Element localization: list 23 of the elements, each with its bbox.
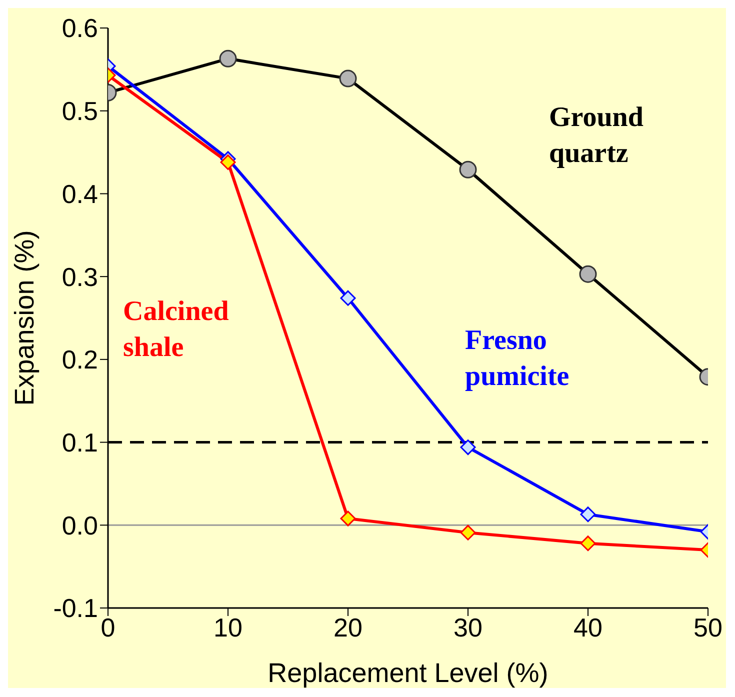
- y-tick-label: -0.1: [53, 593, 98, 624]
- x-axis-title: Replacement Level (%): [268, 658, 548, 688]
- x-tick-label: 0: [100, 612, 116, 642]
- x-tick-label: 10: [214, 612, 242, 642]
- y-tick-label: 0.2: [62, 344, 98, 375]
- series-label: Ground quartz: [549, 100, 644, 171]
- y-tick-label: 0.5: [62, 96, 98, 126]
- point: [460, 440, 476, 456]
- point: [460, 524, 476, 540]
- y-tick-label: 0.0: [62, 510, 98, 540]
- y-tick-label: 0.6: [62, 13, 98, 44]
- series-label: Calcined shale: [123, 295, 230, 366]
- point: [340, 510, 356, 526]
- point: [340, 290, 356, 306]
- y-tick-label: 0.1: [62, 428, 98, 458]
- y-tick-label: 0.3: [62, 262, 98, 292]
- y-axis-title: Expansion (%): [10, 230, 40, 406]
- series-label: Fresno pumicite: [465, 324, 570, 394]
- x-tick-label: 20: [334, 612, 362, 642]
- x-tick-label: 40: [574, 612, 602, 642]
- x-tick-label: 30: [454, 612, 482, 642]
- y-tick-label: 0.4: [62, 178, 98, 209]
- x-tick-label: 50: [694, 612, 722, 642]
